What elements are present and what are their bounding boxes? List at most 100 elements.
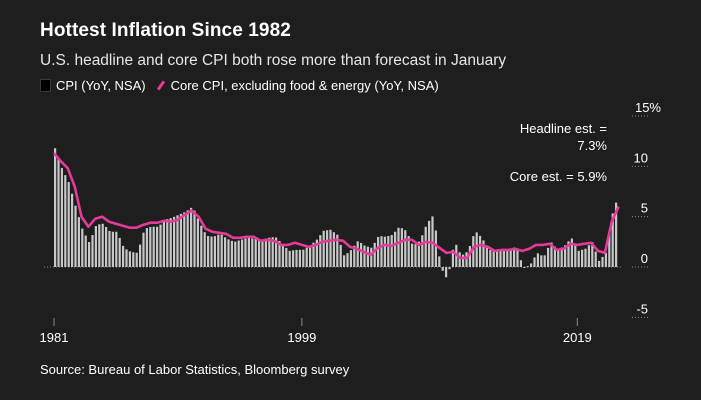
cpi-bar [496,250,499,267]
cpi-bar [190,207,193,267]
cpi-bar [550,242,553,267]
cpi-bar [312,242,315,267]
cpi-bar [547,247,550,267]
cpi-bar [179,213,182,267]
cpi-bar [513,247,516,267]
cpi-bar [448,267,451,270]
legend-item-core: Core CPI, excluding food & energy (YoY, … [156,78,439,93]
cpi-bar [584,248,587,267]
cpi-bar [360,243,363,267]
cpi-bar [567,241,570,267]
x-tick-label: 2019 [563,330,592,345]
cpi-bar [305,247,308,267]
cpi-bar [186,210,189,267]
cpi-bar [604,252,607,267]
cpi-bar [509,250,512,267]
cpi-bar [210,236,213,267]
cpi-bar [577,250,580,267]
cpi-bar [278,240,281,267]
cpi-bar [132,252,135,267]
annotation-headline-est-2: 7.3% [577,138,607,153]
cpi-bar [400,228,403,267]
cpi-bar [122,245,125,267]
cpi-bar [230,240,233,267]
cpi-bar [108,230,111,267]
cpi-bars [54,148,618,278]
cpi-bar [295,249,298,267]
cpi-bar [64,175,67,267]
cpi-bar [264,238,267,267]
cpi-bar [139,244,142,267]
cpi-bar [67,182,70,267]
y-tick-label: 0 [641,251,648,266]
cpi-bar [302,249,305,267]
cpi-bar [292,250,295,267]
cpi-bar [441,267,444,271]
cpi-bar [502,249,505,267]
cpi-bar [84,235,87,267]
cpi-bar [254,238,257,267]
y-tick-label: 10 [634,150,648,165]
cpi-bar [241,239,244,267]
cpi-bar [315,239,318,267]
cpi-bar [207,236,210,267]
cpi-bar [220,234,223,267]
cpi-bar [115,231,118,267]
cpi-bar [523,267,526,268]
cpi-bar [465,252,468,267]
cpi-bar [57,158,60,267]
cpi-bar [319,235,322,267]
cpi-bar [125,249,128,267]
cpi-bar [234,241,237,267]
cpi-bar [560,247,563,267]
cpi-bar [145,228,148,267]
cpi-bar [118,237,121,267]
chart-subtitle: U.S. headline and core CPI both rose mor… [40,52,507,69]
cpi-bar [81,228,84,267]
cpi-bar [224,237,227,267]
legend-label-cpi: CPI (YoY, NSA) [56,78,146,93]
cpi-bar [288,250,291,267]
cpi-bar [445,267,448,278]
cpi-bar [173,216,176,267]
chart-source: Source: Bureau of Labor Statistics, Bloo… [40,362,350,377]
cpi-bar [166,219,169,267]
cpi-bar [349,250,352,267]
cpi-bar [479,235,482,267]
cpi-bar [227,239,230,267]
cpi-bar [332,232,335,267]
cpi-bar [581,249,584,267]
cpi-bar [506,250,509,267]
cpi-bar [156,226,159,267]
cpi-bar [587,245,590,267]
cpi-bar [237,240,240,267]
cpi-bar [397,227,400,267]
cpi-bar [564,245,567,267]
cpi-bar [268,237,271,267]
legend-item-cpi: CPI (YoY, NSA) [40,78,146,93]
cpi-bar [533,257,536,267]
cpi-bar [472,236,475,267]
cpi-bar [468,246,471,267]
cpi-bar [135,252,138,267]
cpi-bar [421,235,424,267]
cpi-bar [615,202,618,267]
cpi-bar [428,220,431,267]
cpi-bar [183,212,186,267]
cpi-bar [309,245,312,267]
cpi-bar [258,239,261,267]
cpi-bar [516,249,519,267]
cpi-bar [339,244,342,267]
cpi-bar [213,236,216,267]
cpi-bar [71,193,74,267]
cpi-bar [60,168,63,267]
cpi-bar [608,233,611,267]
cpi-bar [261,239,264,267]
cpi-bar [519,260,522,267]
x-tick-label: 1981 [40,330,69,345]
cpi-bar [411,243,414,267]
core-cpi-line [53,152,620,260]
cpi-bar [434,230,437,267]
cpi-bar [200,225,203,267]
